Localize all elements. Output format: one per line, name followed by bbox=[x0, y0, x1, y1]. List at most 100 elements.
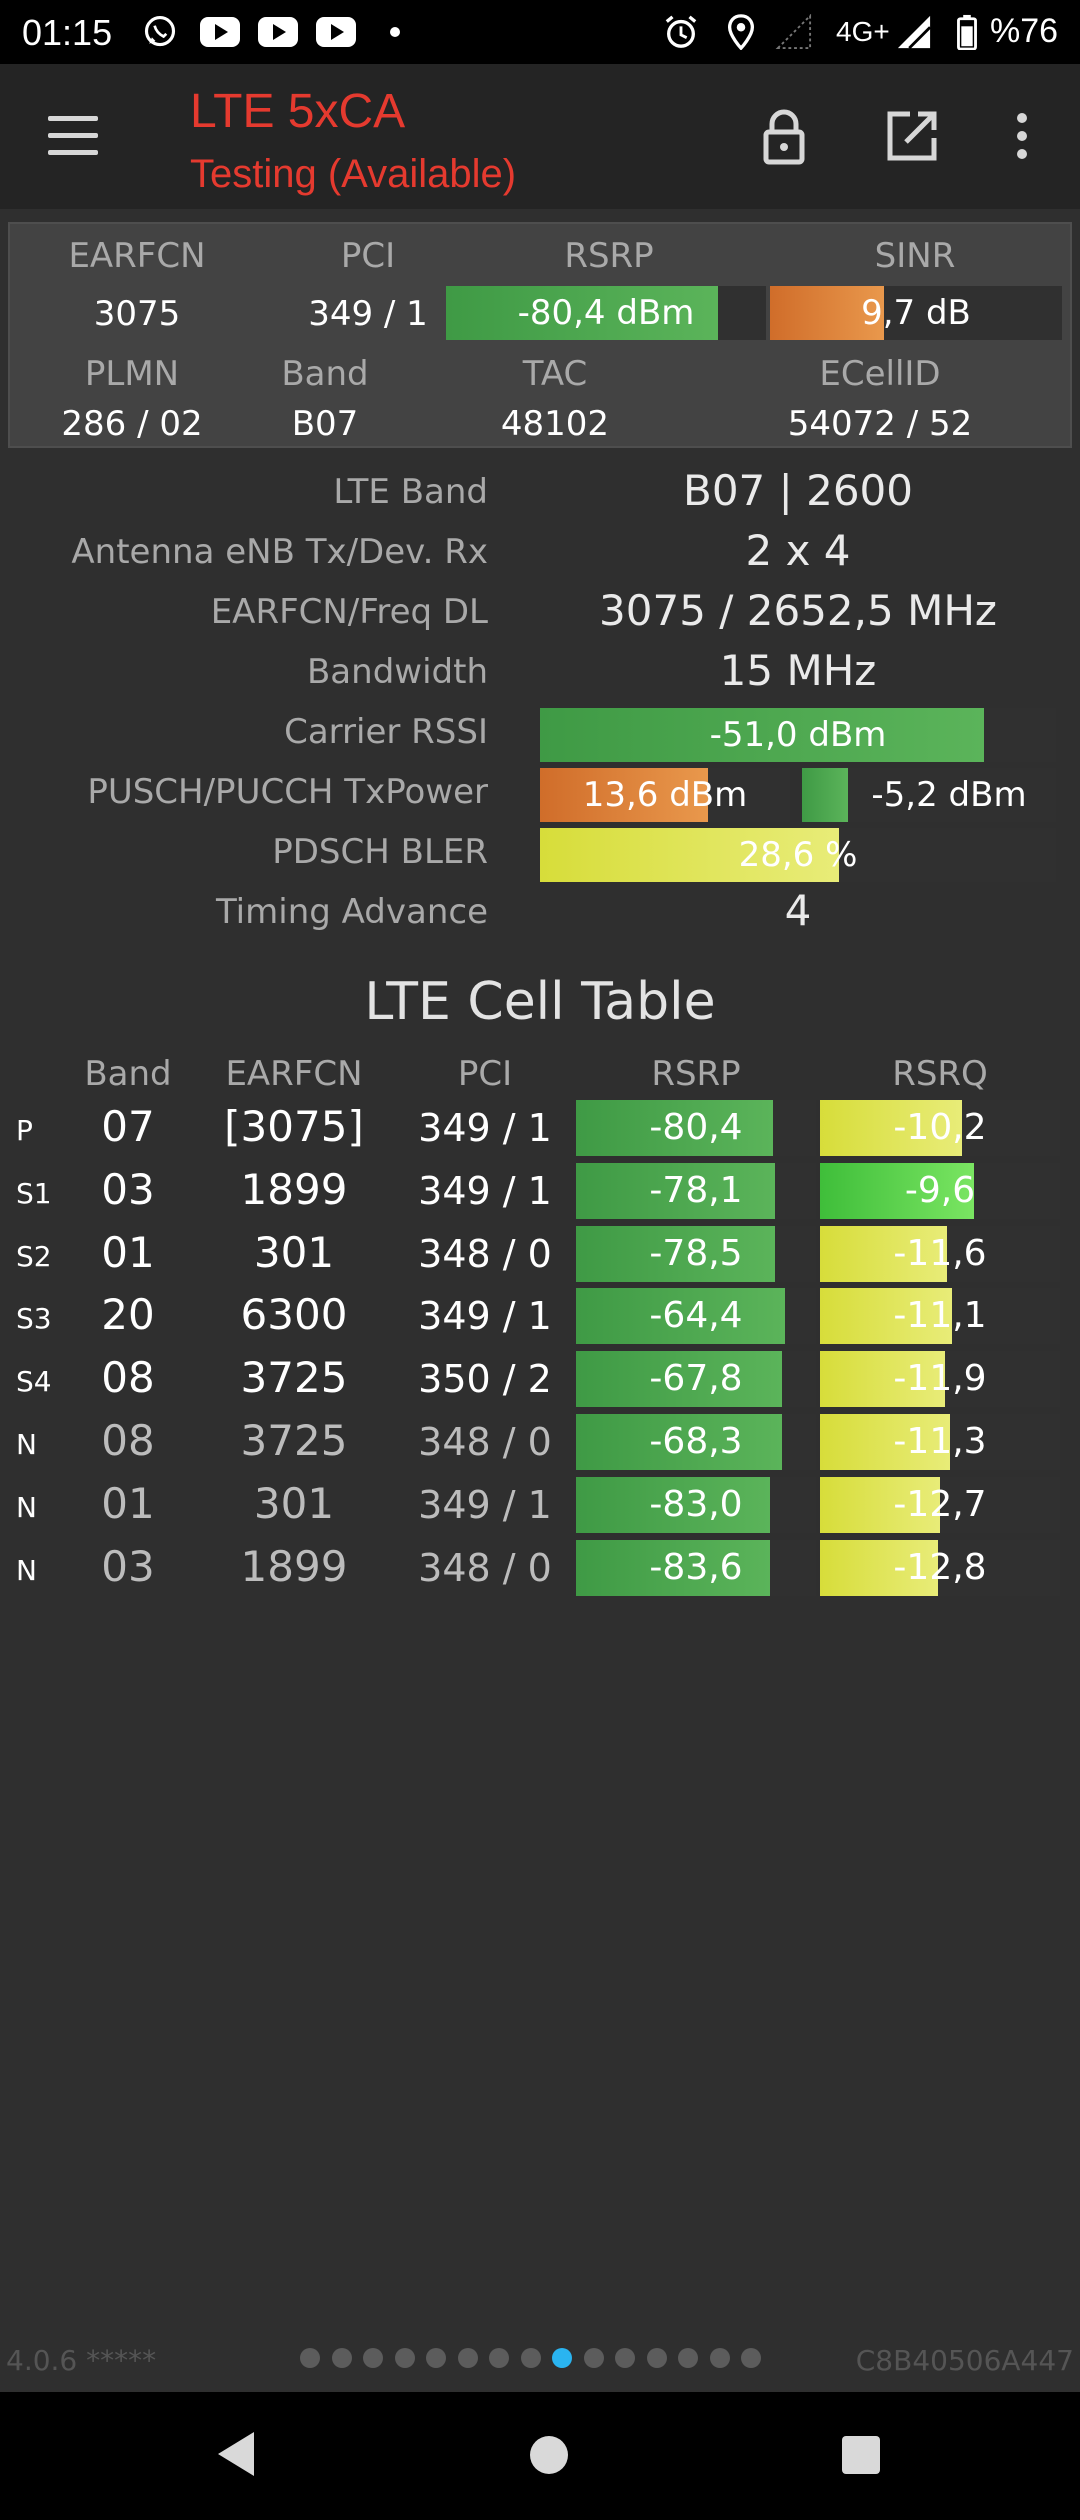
page-dot[interactable] bbox=[583, 2348, 604, 2368]
page-dot[interactable] bbox=[741, 2348, 761, 2368]
cell-band: 08 bbox=[101, 1416, 155, 1465]
earfcn-column-header: EARFCN bbox=[225, 1054, 363, 1094]
cell-rsrq-bar: -11,1 bbox=[820, 1288, 1060, 1344]
page-dot[interactable] bbox=[678, 2348, 698, 2368]
timing-advance-value: 4 bbox=[784, 886, 812, 935]
status-bar: 01:15 4G+ %76 bbox=[0, 0, 1080, 64]
page-dot[interactable] bbox=[363, 2348, 383, 2368]
tac-header: TAC bbox=[522, 354, 588, 394]
youtube-icon bbox=[200, 17, 240, 47]
sinr-bar: 9,7 dB bbox=[770, 286, 1062, 340]
cell-rsrq-bar: -11,9 bbox=[820, 1351, 1060, 1407]
back-icon[interactable] bbox=[218, 2432, 254, 2476]
page-dot[interactable] bbox=[426, 2348, 446, 2368]
cell-rsrq-bar-fill bbox=[820, 1477, 940, 1533]
rsrp-bar: -80,4 dBm bbox=[446, 286, 766, 340]
battery-percent: %76 bbox=[990, 12, 1059, 50]
rsrp-value: -80,4 dBm bbox=[517, 293, 695, 333]
page-dot[interactable] bbox=[457, 2348, 478, 2368]
cell-earfcn: 301 bbox=[253, 1228, 335, 1277]
band-column-header: Band bbox=[84, 1054, 172, 1094]
cell-pci: 348 / 0 bbox=[418, 1232, 552, 1276]
open-external-icon[interactable] bbox=[880, 104, 944, 168]
cell-band: 07 bbox=[101, 1102, 155, 1151]
pci-header: PCI bbox=[340, 236, 396, 276]
cell-earfcn: 1899 bbox=[240, 1542, 348, 1591]
cell-pci: 349 / 1 bbox=[418, 1483, 552, 1527]
ecellid-header: ECellID bbox=[819, 354, 941, 394]
cell-rsrp-value: -68,3 bbox=[649, 1421, 743, 1462]
page-dot[interactable] bbox=[520, 2348, 541, 2368]
rsrq-column-header: RSRQ bbox=[892, 1054, 988, 1094]
cell-rsrq-bar-fill bbox=[820, 1163, 974, 1219]
cell-earfcn: 301 bbox=[253, 1479, 335, 1528]
cell-rsrp-bar: -78,1 bbox=[576, 1163, 816, 1219]
antenna-label: Antenna eNB Tx/Dev. Rx bbox=[71, 532, 488, 572]
timing-advance-label: Timing Advance bbox=[215, 892, 488, 932]
app-subtitle: Testing (Available) bbox=[190, 152, 517, 196]
signal-icon bbox=[775, 14, 812, 50]
page-dot[interactable] bbox=[331, 2348, 352, 2368]
cell-rsrp-bar: -80,4 bbox=[576, 1100, 816, 1156]
whatsapp-icon bbox=[144, 16, 176, 47]
page-dot[interactable] bbox=[394, 2348, 415, 2368]
bler-value: 28,6 % bbox=[738, 835, 858, 875]
cell-pci: 348 / 0 bbox=[418, 1546, 552, 1590]
cell-rsrp-bar-fill bbox=[576, 1163, 776, 1219]
rsrp-header: RSRP bbox=[564, 236, 654, 276]
cell-rsrp-bar: -83,0 bbox=[576, 1477, 816, 1533]
menu-icon[interactable] bbox=[48, 116, 100, 156]
pucch-value: -5,2 dBm bbox=[871, 775, 1027, 815]
cell-earfcn: [3075] bbox=[224, 1102, 364, 1151]
lock-icon[interactable] bbox=[752, 104, 816, 168]
alarm-icon bbox=[665, 15, 697, 48]
cell-band: 01 bbox=[101, 1479, 155, 1528]
youtube-icon bbox=[258, 17, 298, 47]
pusch-value: 13,6 dBm bbox=[582, 775, 748, 815]
app-title: LTE 5xCA bbox=[190, 85, 406, 138]
cell-rsrq-value: -12,7 bbox=[893, 1484, 987, 1525]
cell-rsrp-value: -80,4 bbox=[649, 1107, 743, 1148]
recents-icon[interactable] bbox=[842, 2436, 880, 2474]
page-indicator[interactable] bbox=[300, 2348, 780, 2370]
page-dot[interactable] bbox=[552, 2348, 572, 2368]
cell-rsrq-bar-fill bbox=[820, 1351, 945, 1407]
cell-type: S3 bbox=[16, 1302, 52, 1335]
more-notifications-icon bbox=[390, 27, 400, 37]
page-dot[interactable] bbox=[615, 2348, 635, 2368]
cell-rsrp-value: -78,5 bbox=[649, 1233, 743, 1274]
cell-rsrp-bar-fill bbox=[576, 1351, 783, 1407]
cell-rsrp-bar: -64,4 bbox=[576, 1288, 816, 1344]
cell-band: 03 bbox=[101, 1542, 155, 1591]
page-dot[interactable] bbox=[709, 2348, 730, 2368]
cell-type: N bbox=[16, 1554, 37, 1587]
page-dot[interactable] bbox=[489, 2348, 509, 2368]
cell-pci: 348 / 0 bbox=[418, 1420, 552, 1464]
home-icon[interactable] bbox=[530, 2436, 568, 2474]
pucch-bar: -5,2 dBm bbox=[802, 768, 1056, 822]
status-time: 01:15 bbox=[22, 12, 113, 53]
cell-rsrq-value: -10,2 bbox=[893, 1107, 987, 1148]
cell-band: 03 bbox=[101, 1165, 155, 1214]
cell-pci: 349 / 1 bbox=[418, 1294, 552, 1338]
cell-rsrp-bar-fill bbox=[576, 1540, 771, 1596]
bler-label: PDSCH BLER bbox=[272, 832, 488, 872]
antenna-value: 2 x 4 bbox=[745, 526, 851, 575]
cell-rsrq-bar-fill bbox=[820, 1414, 950, 1470]
cell-rsrq-bar-fill bbox=[820, 1288, 952, 1344]
more-vert-icon[interactable] bbox=[990, 104, 1054, 168]
cell-rsrq-bar-fill bbox=[820, 1226, 948, 1282]
bandwidth-value: 15 MHz bbox=[719, 646, 877, 695]
cell-type: S2 bbox=[16, 1240, 52, 1273]
cell-rsrq-bar: -12,8 bbox=[820, 1540, 1060, 1596]
bler-bar: 28,6 % bbox=[540, 828, 1056, 882]
cell-rsrp-bar: -68,3 bbox=[576, 1414, 816, 1470]
pusch-bar-fill bbox=[540, 768, 708, 822]
page-dot[interactable] bbox=[646, 2348, 667, 2368]
app-version: 4.0.6 ***** bbox=[6, 2344, 157, 2377]
cell-rsrq-bar: -9,6 bbox=[820, 1163, 1060, 1219]
page-dot[interactable] bbox=[300, 2348, 320, 2368]
cell-rsrq-value: -11,1 bbox=[893, 1295, 987, 1336]
cell-rsrp-bar: -67,8 bbox=[576, 1351, 816, 1407]
cell-rsrp-bar: -83,6 bbox=[576, 1540, 816, 1596]
